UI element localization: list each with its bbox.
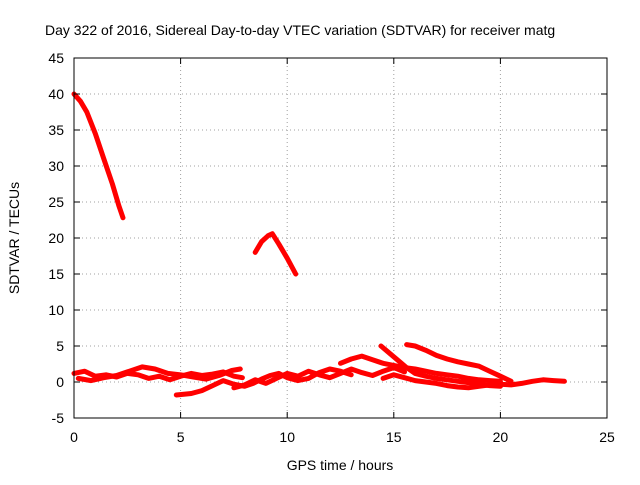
y-tick-label: 25	[48, 194, 64, 210]
series-line-arc-7	[338, 353, 503, 384]
series-line-arc-6	[231, 365, 407, 391]
y-tick-label: 20	[48, 230, 64, 246]
y-tick-label: 45	[48, 50, 64, 66]
y-tick-label: 0	[56, 374, 64, 390]
y-axis-label: SDTVAR / TECUs	[6, 182, 22, 294]
series-line-arc-4	[75, 364, 243, 384]
series-line-arc-1	[71, 91, 126, 221]
series-line-arc-5	[173, 366, 354, 398]
chart-title: Day 322 of 2016, Sidereal Day-to-day VTE…	[45, 22, 555, 38]
y-tick-label: 5	[56, 338, 64, 354]
y-tick-label: 40	[48, 86, 64, 102]
y-tick-label: 10	[48, 302, 64, 318]
x-tick-label: 20	[493, 429, 509, 445]
series-group	[71, 91, 567, 398]
axis-ticks: 0 5 10 15 20 25 -5 0 5 10 15 20 25 30 35 40 45	[48, 50, 615, 445]
series-line-arc-3	[71, 368, 245, 383]
y-tick-label: -5	[52, 410, 65, 426]
y-tick-label: 30	[48, 158, 64, 174]
x-tick-label: 5	[177, 429, 185, 445]
x-tick-label: 15	[386, 429, 402, 445]
x-tick-label: 25	[599, 429, 615, 445]
series-line-arc-9	[404, 342, 514, 384]
series-line-arc-2	[252, 231, 299, 277]
series-line-arc-10	[380, 372, 567, 391]
x-tick-label: 0	[70, 429, 78, 445]
x-axis-label: GPS time / hours	[287, 457, 394, 473]
y-tick-label: 15	[48, 266, 64, 282]
x-tick-label: 10	[279, 429, 295, 445]
y-tick-label: 35	[48, 122, 64, 138]
